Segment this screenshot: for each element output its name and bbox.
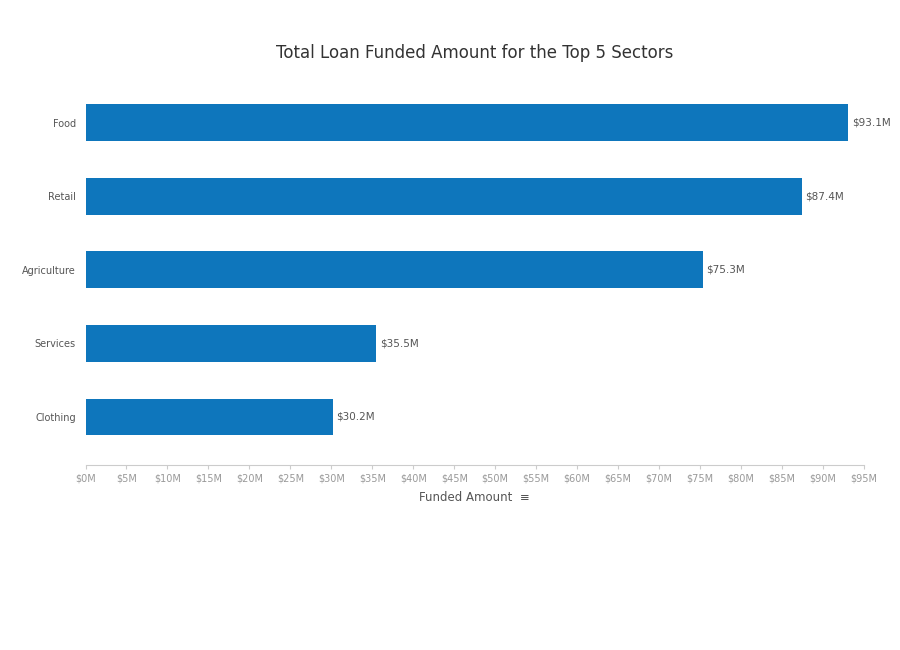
Text: $30.2M: $30.2M (337, 412, 375, 422)
Bar (86, 104, 849, 141)
Bar (86, 177, 802, 214)
Text: $93.1M: $93.1M (851, 118, 890, 127)
Text: $35.5M: $35.5M (380, 339, 419, 348)
Title: Total Loan Funded Amount for the Top 5 Sectors: Total Loan Funded Amount for the Top 5 S… (276, 44, 673, 62)
Bar (86, 252, 703, 288)
Bar (86, 398, 333, 436)
X-axis label: Funded Amount  ≡: Funded Amount ≡ (419, 491, 530, 504)
Bar (86, 325, 376, 362)
Text: $75.3M: $75.3M (706, 265, 744, 275)
Text: $87.4M: $87.4M (805, 191, 843, 201)
